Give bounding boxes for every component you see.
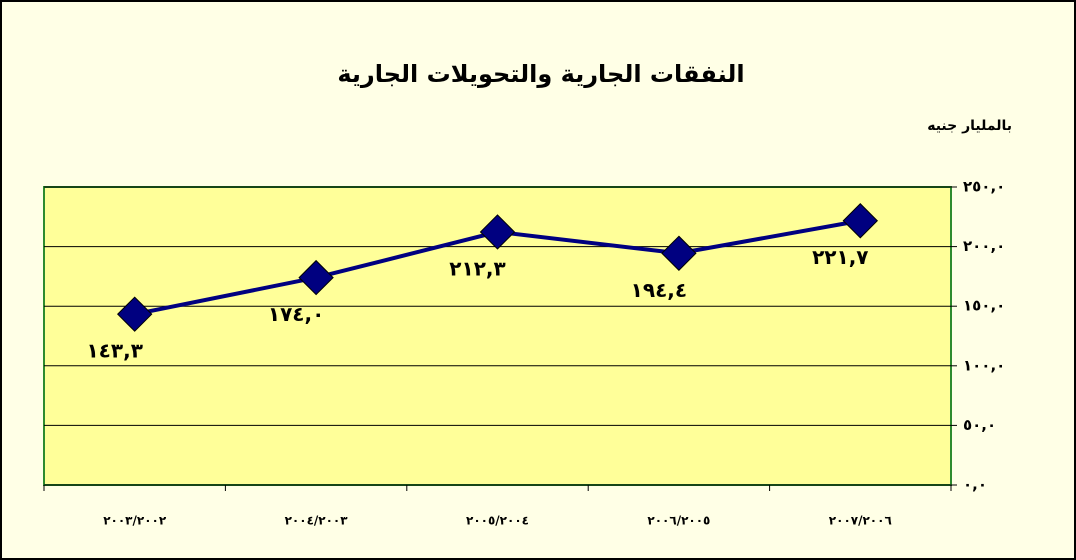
chart-title: النفقات الجارية والتحويلات الجارية — [337, 60, 744, 88]
x-tick-label: ٢٠٠٤/٢٠٠٣ — [285, 514, 349, 528]
data-point — [116, 296, 153, 332]
data-point — [842, 203, 879, 239]
data-label: ٢١٢,٣ — [449, 256, 505, 280]
x-tick-label: ٢٠٠٦/٢٠٠٥ — [647, 514, 710, 528]
data-point — [479, 214, 516, 250]
data-point — [661, 235, 697, 271]
y-tick-label: ٥٠,٠ — [963, 416, 996, 434]
data-label: ١٧٤,٠ — [268, 302, 324, 326]
y-tick-label: ١٥٠,٠ — [963, 297, 1005, 315]
y-tick-label: ٢٥٠,٠ — [963, 178, 1005, 196]
x-tick-label: ٢٠٠٣/٢٠٠٢ — [103, 514, 167, 528]
data-label: ١٤٣,٣ — [86, 339, 142, 363]
x-tick-label: ٢٠٠٧/٢٠٠٦ — [829, 514, 892, 528]
y-tick-label: ٢٠٠,٠ — [963, 237, 1005, 255]
y-tick-label: ٠,٠ — [963, 476, 987, 494]
y-tick-label: ١٠٠,٠ — [963, 356, 1005, 374]
data-point — [298, 259, 334, 296]
data-label: ١٩٤,٤ — [631, 278, 687, 302]
y-axis-label: بالمليار جنيه — [927, 118, 1012, 134]
x-tick-label: ٢٠٠٥/٢٠٠٤ — [466, 514, 529, 528]
data-label: ٢٢١,٧ — [812, 245, 868, 269]
